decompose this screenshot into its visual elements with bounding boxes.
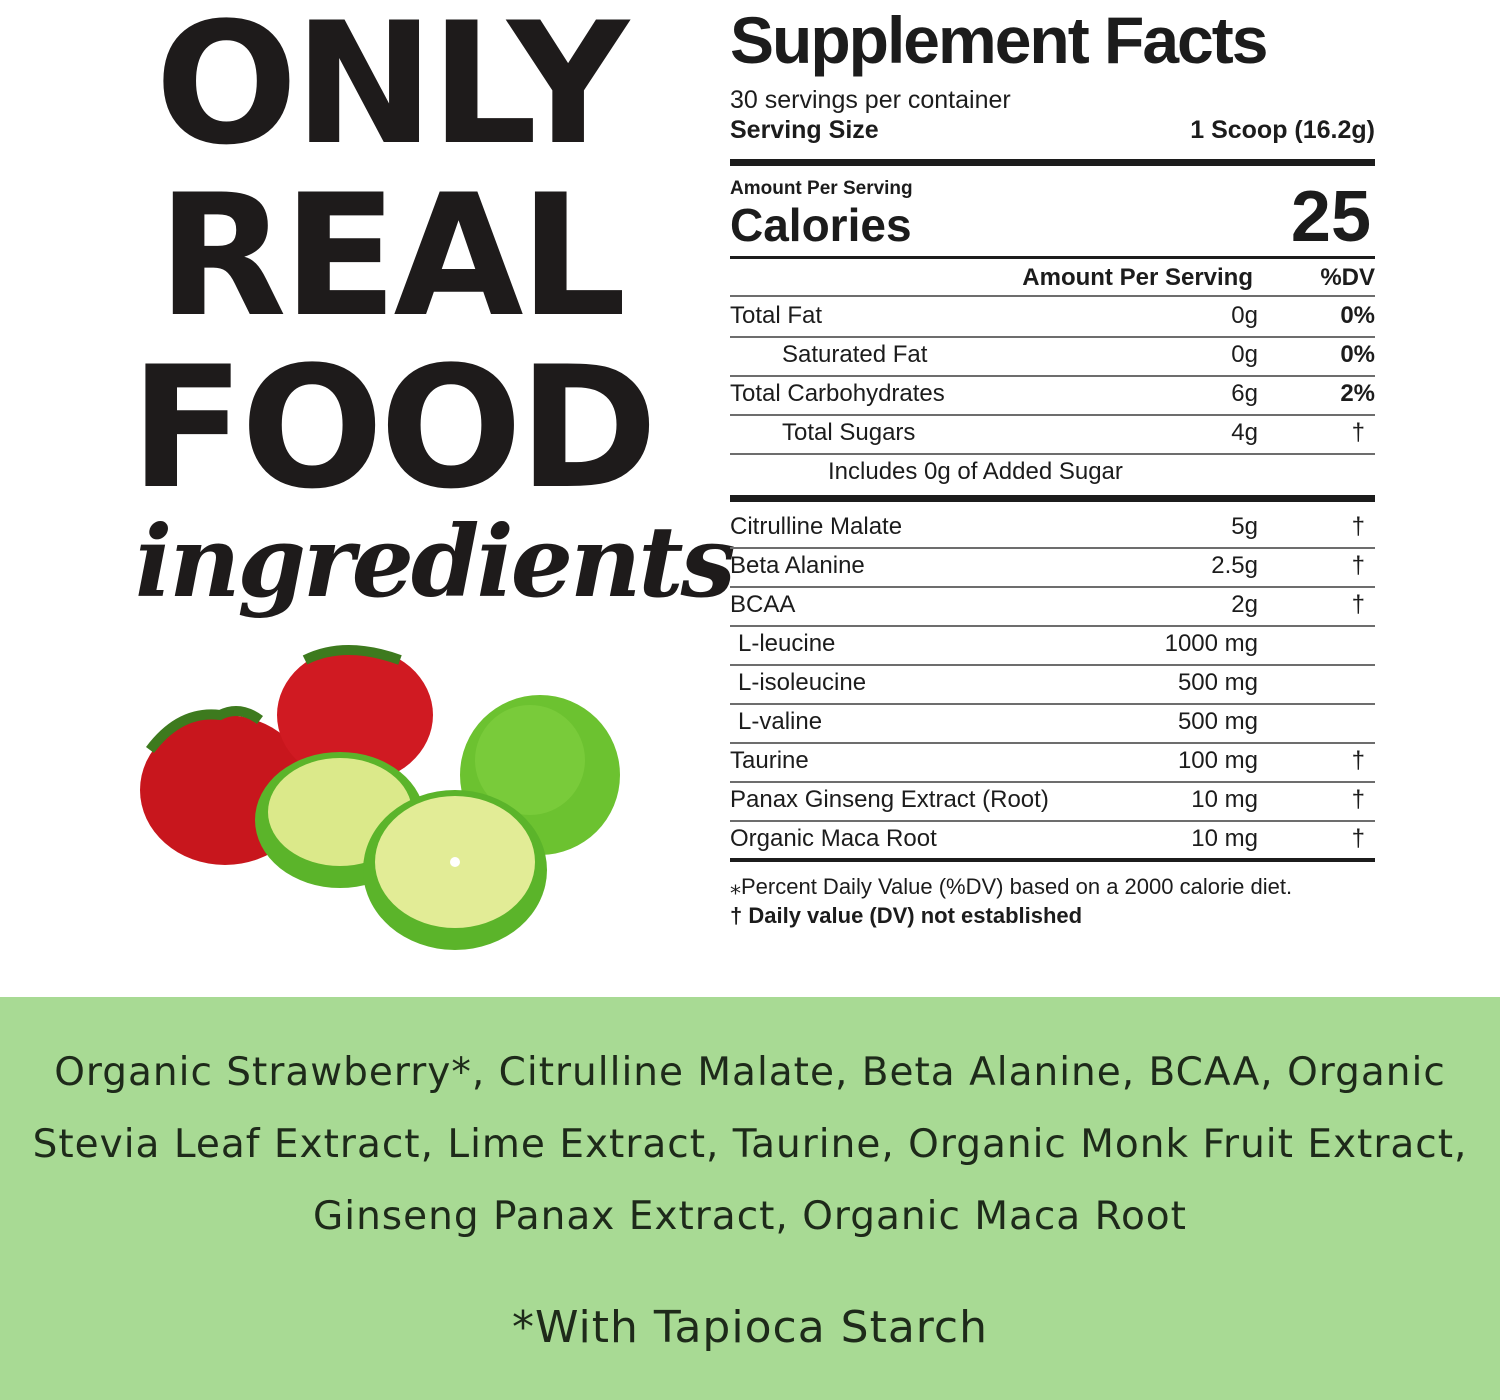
ingredient-name: L-leucine [738,630,836,657]
nutrient-row: Saturated Fat 0g 0% [730,336,1375,377]
headline-only: ONLY [155,0,629,182]
ingredient-dv: † [1351,786,1365,813]
ingredient-amount: 5g [1231,513,1258,540]
ingredient-row: L-isoleucine 500 mg [730,664,1375,705]
column-header-row: Amount Per Serving %DV [730,259,1375,297]
ingredient-row: BCAA 2g † [730,586,1375,627]
ingredient-row: L-valine 500 mg [730,703,1375,744]
ingredient-amount: 10 mg [1191,786,1258,813]
headline-real: REAL [157,158,626,354]
dv-header: %DV [1320,264,1375,291]
servings-per-container: 30 servings per container [730,86,1011,114]
ingredient-row: Citrulline Malate 5g † [730,508,1375,549]
ingredient-dv: † [1351,513,1365,540]
ingredient-name: BCAA [730,591,796,618]
serving-size-label: Serving Size [730,116,879,144]
amount-per-serving-label: Amount Per Serving [730,178,913,199]
nutrient-row: Total Fat 0g 0% [730,297,1375,338]
ingredients-band [0,997,1500,1400]
ingredient-dv: † [1351,825,1365,852]
ingredient-name: Taurine [730,747,809,774]
ingredient-row: L-leucine 1000 mg [730,625,1375,666]
serving-size-row: Serving Size 1 Scoop (16.2g) [730,116,1375,145]
ingredient-name: Panax Ginseng Extract (Root) [730,786,1049,813]
nutrient-row: Total Carbohydrates 6g 2% [730,375,1375,416]
divider-thick [730,495,1375,502]
ingredient-dv: † [1351,552,1365,579]
ingredients-note: *With Tapioca Starch [511,1302,988,1353]
calories-label: Calories [730,199,912,251]
ingredient-amount: 500 mg [1177,708,1258,735]
ingredient-name: L-isoleucine [738,669,867,696]
ingredient-row: Panax Ginseng Extract (Root) 10 mg † [730,781,1375,822]
ingredient-amount: 10 mg [1191,825,1258,852]
ingredient-amount: 1000 mg [1164,630,1258,657]
ingredient-amount: 2g [1231,591,1258,618]
facts-title: Supplement Facts [730,3,1268,77]
ingredient-name: Beta Alanine [730,552,865,579]
amount-header: Amount Per Serving [1022,264,1253,291]
headline-ingredients: ingredients [135,505,736,620]
footnote-dagger: † Daily value (DV) not established [730,903,1083,928]
nutrient-row: Includes 0g of Added Sugar [828,458,1123,485]
headline-food: FOOD [130,330,658,526]
ingredient-dv: † [1351,747,1365,774]
strawberries-and-limes-image [140,645,620,950]
divider [730,256,1375,259]
ingredient-row: Organic Maca Root 10 mg † [730,820,1375,859]
ingredients-line: Stevia Leaf Extract, Lime Extract, Tauri… [32,1122,1468,1167]
ingredient-name: Citrulline Malate [730,513,903,540]
ingredient-row: Taurine 100 mg † [730,742,1375,783]
ingredients-line: Organic Strawberry*, Citrulline Malate, … [54,1050,1446,1095]
divider-thick [730,159,1375,166]
ingredient-amount: 500 mg [1177,669,1258,696]
divider [730,858,1375,862]
ingredients-line: Ginseng Panax Extract, Organic Maca Root [313,1194,1187,1239]
ingredient-row: Beta Alanine 2.5g † [730,547,1375,588]
ingredient-name: L-valine [738,708,823,735]
ingredient-amount: 100 mg [1177,747,1258,774]
serving-size-value: 1 Scoop (16.2g) [1190,116,1375,144]
nutrient-row: Total Sugars 4g † [730,414,1375,455]
headline: ONLY REAL FOOD [130,0,658,526]
ingredient-dv: † [1351,591,1365,618]
calories-value: 25 [1290,177,1371,257]
ingredient-name: Organic Maca Root [730,825,937,852]
footnote-dv: ⁎Percent Daily Value (%DV) based on a 20… [730,874,1293,899]
ingredient-amount: 2.5g [1211,552,1258,579]
